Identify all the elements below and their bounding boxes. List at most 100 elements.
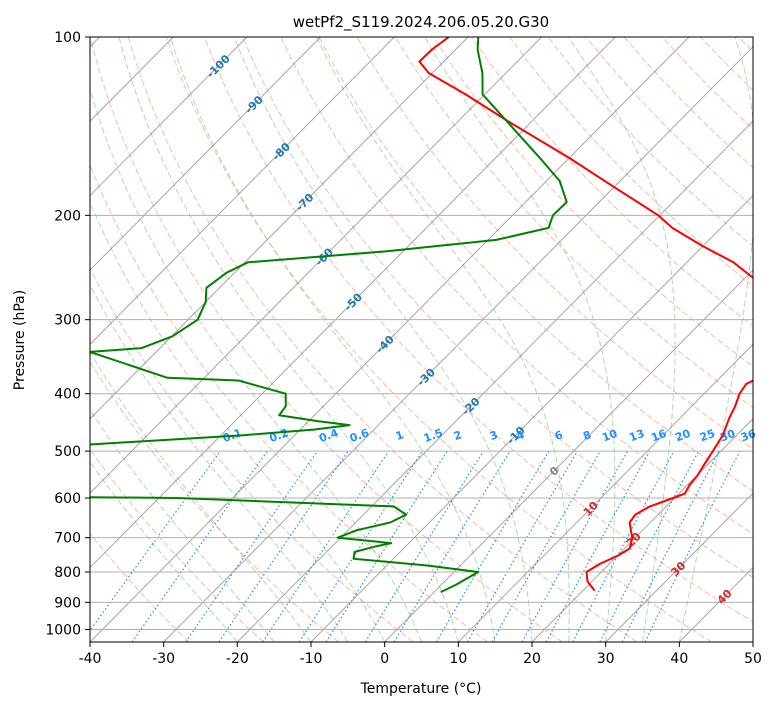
y-tick-label: 200 (54, 208, 81, 224)
background-lines (90, 37, 753, 642)
moist-adiabat (90, 461, 238, 642)
mixing-ratio-line (262, 450, 390, 642)
isotherm-line (90, 37, 469, 420)
y-tick-label: 500 (54, 444, 81, 460)
dry-adiabat (471, 37, 753, 327)
moist-adiabat (90, 200, 386, 642)
moist-adiabat (424, 37, 616, 642)
isotherm-line (90, 37, 248, 197)
isotherm-line (310, 194, 753, 642)
plot-frame (89, 36, 754, 643)
mixing-ratio-line (185, 450, 318, 642)
mixing-ratio-label: 13 (627, 427, 646, 444)
profiles (90, 37, 753, 594)
chart-title: wetPf2_S119.2024.206.05.20.G30 (293, 13, 549, 32)
y-tick-label: 600 (54, 491, 81, 507)
dry-adiabat (203, 37, 753, 623)
dry-adiabat (90, 360, 339, 642)
temperature-line (418, 37, 753, 592)
isotherm-line (90, 37, 616, 569)
isotherm-line (605, 492, 753, 642)
y-tick-label: 700 (54, 531, 81, 547)
dry-adiabat (318, 37, 753, 492)
isotherm-line (90, 37, 542, 494)
mixing-ratio-label: 3 (488, 428, 500, 443)
dry-adiabat (90, 448, 264, 642)
mixing-ratio-line (644, 450, 741, 642)
isotherm-line (236, 120, 753, 642)
dewpoint-line (90, 37, 568, 594)
mixing-ratio-line (218, 450, 349, 642)
isotherm-line (90, 37, 395, 346)
moist-adiabat (90, 283, 349, 642)
mixing-ratio-label: 1.5 (422, 426, 445, 445)
mixing-ratio-label: 25 (698, 427, 717, 444)
y-tick-label: 900 (54, 595, 81, 611)
moist-adiabat (90, 351, 312, 642)
dry-adiabat (356, 37, 753, 450)
mixing-ratio-label: 0.4 (317, 426, 340, 445)
dry-adiabat (394, 37, 753, 409)
moist-adiabat (315, 37, 570, 642)
y-tick-label: 1000 (45, 622, 81, 638)
mixing-ratio-line (545, 450, 651, 642)
dry-adiabat (90, 163, 488, 642)
mixing-ratio-label: 8 (581, 428, 593, 443)
mixing-ratio-label: 10 (600, 427, 619, 445)
mixing-ratio-line (90, 450, 221, 632)
moist-adiabat (568, 37, 676, 642)
y-axis-label: Pressure (hPa) (12, 290, 28, 390)
y-tick-label: 300 (54, 313, 81, 329)
y-axis: 100 200 300 400 500 600 700 800 900 1000 (45, 30, 90, 638)
dry-adiabat (127, 37, 638, 642)
mixing-ratio-label: 16 (649, 427, 668, 445)
x-axis-label: Temperature (°C) (360, 681, 482, 697)
x-tick-label: 20 (523, 651, 541, 667)
x-tick-label: 50 (744, 651, 762, 667)
x-tick-label: 0 (380, 651, 389, 667)
isotherm-line (163, 46, 753, 642)
moist-adiabat (118, 37, 459, 642)
moist-adiabat (233, 37, 533, 642)
x-tick-label: 10 (449, 651, 467, 667)
x-tick-label: 40 (670, 651, 688, 667)
y-tick-label: 400 (54, 387, 81, 403)
dry-adiabat (242, 37, 753, 579)
mixing-ratio-line (621, 450, 720, 642)
mixing-ratio-label: 4 (514, 428, 526, 443)
mixing-ratio-label: 20 (673, 427, 692, 445)
mixing-ratio-line (572, 450, 675, 642)
moist-adiabat (90, 408, 275, 642)
mixing-ratio-line (521, 450, 629, 642)
x-axis: -40 -30 -20 -10 0 10 20 30 40 50 (79, 642, 762, 667)
dry-adiabat (90, 532, 190, 642)
mixing-ratio-line (298, 450, 424, 642)
x-tick-label: -30 (152, 651, 175, 667)
x-tick-label: -10 (300, 651, 323, 667)
isotherm-line (457, 343, 753, 642)
dry-adiabat (509, 37, 753, 287)
isotherm-line (752, 641, 753, 642)
x-tick-label: -20 (226, 651, 249, 667)
moist-adiabat (90, 87, 422, 642)
mixing-ratio-line (393, 450, 511, 642)
mixing-ratio-label: 6 (553, 428, 565, 443)
mixing-ratio-line (131, 450, 268, 642)
mixing-ratio-labels: 0.1 0.2 0.4 0.6 1 1.5 2 3 4 6 8 10 13 16 20 25 30 36 (221, 426, 758, 445)
mixing-ratio-line (491, 450, 601, 642)
mixing-ratio-line (364, 450, 485, 642)
isotherm-line (384, 269, 753, 642)
moist-adiabat (169, 37, 496, 642)
x-tick-label: -40 (79, 651, 102, 667)
y-tick-label: 800 (54, 565, 81, 581)
dry-adiabat (90, 37, 563, 642)
mixing-ratio-label: 2 (452, 428, 464, 443)
mixing-ratio-label: 30 (718, 427, 737, 445)
x-tick-label: 30 (597, 651, 615, 667)
mixing-ratio-label: 1 (394, 428, 406, 443)
isotherm-line (90, 37, 690, 642)
y-tick-label: 100 (54, 30, 81, 46)
mixing-ratio-line (325, 450, 448, 642)
moist-adiabat (678, 37, 753, 642)
